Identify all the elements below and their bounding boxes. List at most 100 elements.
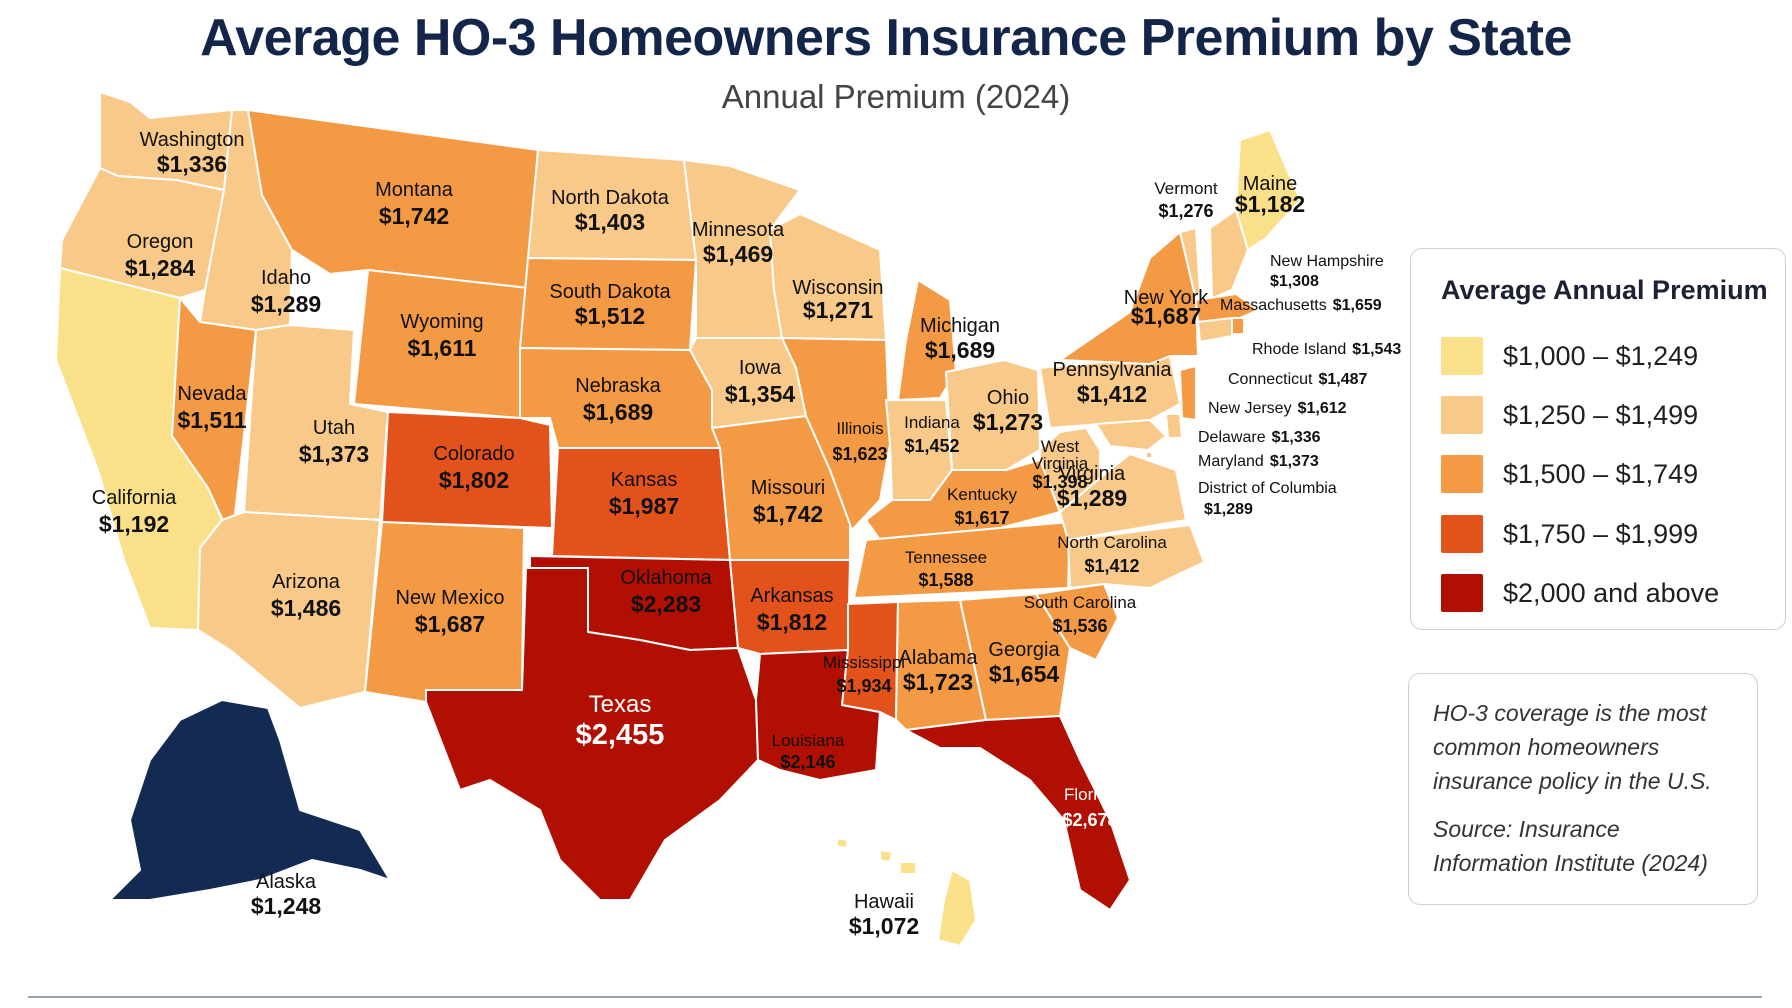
state-name-florida: Florida xyxy=(1064,785,1117,804)
legend-title: Average Annual Premium xyxy=(1441,275,1768,305)
legend-label: $2,000 and above xyxy=(1503,577,1720,608)
legend-row: $1,000 – $1,249 xyxy=(1441,335,1698,377)
state-name-arkansas: Arkansas xyxy=(750,585,833,607)
state-name-colorado: Colorado xyxy=(433,443,514,465)
state-value-oklahoma: $2,283 xyxy=(631,591,701,617)
state-name-oregon: Oregon xyxy=(127,231,194,253)
legend-row: $1,250 – $1,499 xyxy=(1441,394,1698,436)
state-value-washington: $1,336 xyxy=(157,151,227,177)
state-value-virginia: $1,289 xyxy=(1057,485,1127,511)
legend-swatch xyxy=(1441,574,1483,612)
state-value-maine: $1,182 xyxy=(1235,191,1305,217)
state-value-ohio: $1,273 xyxy=(973,409,1043,435)
legend-swatch xyxy=(1441,455,1483,493)
state-value-vermont: $1,276 xyxy=(1158,201,1213,221)
state-value-oregon: $1,284 xyxy=(125,255,196,281)
state-name-ohio: Ohio xyxy=(987,387,1029,409)
state-rhode-island xyxy=(1231,317,1245,335)
state-colorado xyxy=(381,411,553,529)
legend-swatch xyxy=(1441,515,1483,553)
state-value-texas: $2,455 xyxy=(576,719,665,751)
state-florida xyxy=(905,715,1131,911)
legend-row: $1,750 – $1,999 xyxy=(1441,513,1698,555)
state-name-nebraska: Nebraska xyxy=(575,375,661,397)
state-name-arizona: Arizona xyxy=(272,571,341,593)
state-name-washington: Washington xyxy=(140,129,245,151)
state-west-virginia xyxy=(1039,427,1101,513)
state-value-connecticut: $1,487 xyxy=(1319,371,1368,388)
state-alaska xyxy=(109,699,391,901)
state-value-rhode-island: $1,543 xyxy=(1352,341,1401,358)
state-name-california: California xyxy=(92,487,177,509)
state-value-iowa: $1,354 xyxy=(725,381,796,407)
state-value-maryland: $1,373 xyxy=(1270,453,1319,470)
state-name-virginia: Virginia xyxy=(1059,463,1126,485)
state-texas xyxy=(425,567,759,901)
state-value-south-carolina: $1,536 xyxy=(1052,616,1107,636)
state-value-kansas: $1,987 xyxy=(609,493,679,519)
state-name-maryland: Maryland xyxy=(1198,453,1264,470)
state-name-indiana: Indiana xyxy=(904,413,960,432)
state-connecticut xyxy=(1197,317,1233,343)
state-name-pennsylvania: Pennsylvania xyxy=(1053,359,1173,381)
state-value-missouri: $1,742 xyxy=(753,501,823,527)
state-value-south-dakota: $1,512 xyxy=(575,303,645,329)
state-labels: Washington$1,336 Oregon$1,284 California $1… xyxy=(92,129,1402,939)
map-title: Average HO-3 Homeowners Insurance Premiu… xyxy=(200,9,1572,67)
state-name-georgia: Georgia xyxy=(988,639,1060,661)
state-value-nebraska: $1,689 xyxy=(583,399,653,425)
state-value-district-of-columbia: $1,289 xyxy=(1204,501,1253,518)
state-value-minnesota: $1,469 xyxy=(703,241,773,267)
note-box: HO-3 coverage is the most common homeown… xyxy=(1408,673,1758,905)
state-value-utah: $1,373 xyxy=(299,441,369,467)
state-name-alaska: Alaska xyxy=(256,871,317,893)
state-name-utah: Utah xyxy=(313,417,355,439)
state-delaware xyxy=(1165,413,1183,439)
map-subtitle: Annual Premium (2024) xyxy=(721,78,1071,115)
state-name-oklahoma: Oklahoma xyxy=(620,567,712,589)
state-name-illinois: Illinois xyxy=(836,419,883,438)
legend-label: $1,500 – $1,749 xyxy=(1503,458,1699,489)
state-name-connecticut: Connecticut xyxy=(1228,371,1313,388)
state-value-new-mexico: $1,687 xyxy=(415,611,485,637)
state-value-west-virginia: $1,398 xyxy=(1032,472,1087,492)
state-value-arizona: $1,486 xyxy=(271,595,341,621)
state-name-north-carolina: North Carolina xyxy=(1057,533,1167,552)
state-hawaii xyxy=(835,837,977,947)
state-name-mississippi: Mississippi xyxy=(823,653,905,672)
state-value-michigan: $1,689 xyxy=(925,337,995,363)
state-value-wyoming: $1,611 xyxy=(407,335,476,361)
state-name-alabama: Alabama xyxy=(899,647,979,669)
state-name-delaware: Delaware xyxy=(1198,429,1266,446)
state-name-minnesota: Minnesota xyxy=(692,219,785,241)
state-value-colorado: $1,802 xyxy=(439,467,509,493)
state-value-tennessee: $1,588 xyxy=(918,570,973,590)
state-new-jersey xyxy=(1179,365,1197,421)
state-value-nevada: $1,511 xyxy=(177,407,246,433)
state-name-wisconsin: Wisconsin xyxy=(792,277,883,299)
state-name-texas: Texas xyxy=(589,691,652,718)
state-name-kentucky: Kentucky xyxy=(947,485,1017,504)
state-name-maine: Maine xyxy=(1243,173,1297,195)
state-name-new-hampshire: New Hampshire xyxy=(1270,253,1384,270)
state-value-wisconsin: $1,271 xyxy=(803,297,874,323)
state-georgia xyxy=(959,593,1071,721)
state-value-alaska: $1,248 xyxy=(251,893,322,919)
state-name-hawaii: Hawaii xyxy=(854,891,914,913)
legend-label: $1,250 – $1,499 xyxy=(1503,399,1699,430)
legend-label: $1,000 – $1,249 xyxy=(1503,340,1699,371)
bottom-divider xyxy=(28,996,1762,998)
state-michigan xyxy=(897,279,957,401)
state-name-rhode-island: Rhode Island xyxy=(1252,341,1346,358)
state-name-new-jersey: New Jersey xyxy=(1208,400,1292,417)
state-value-georgia: $1,654 xyxy=(989,661,1060,687)
state-value-new-hampshire: $1,308 xyxy=(1270,273,1319,290)
state-name-michigan: Michigan xyxy=(920,315,1000,337)
state-name-kansas: Kansas xyxy=(611,469,678,491)
state-value-kentucky: $1,617 xyxy=(954,508,1009,528)
state-value-illinois: $1,623 xyxy=(832,444,887,464)
state-name-idaho: Idaho xyxy=(261,267,311,289)
state-vermont xyxy=(1179,227,1201,301)
state-value-louisiana: $2,146 xyxy=(780,752,835,772)
state-maryland xyxy=(1095,419,1167,451)
